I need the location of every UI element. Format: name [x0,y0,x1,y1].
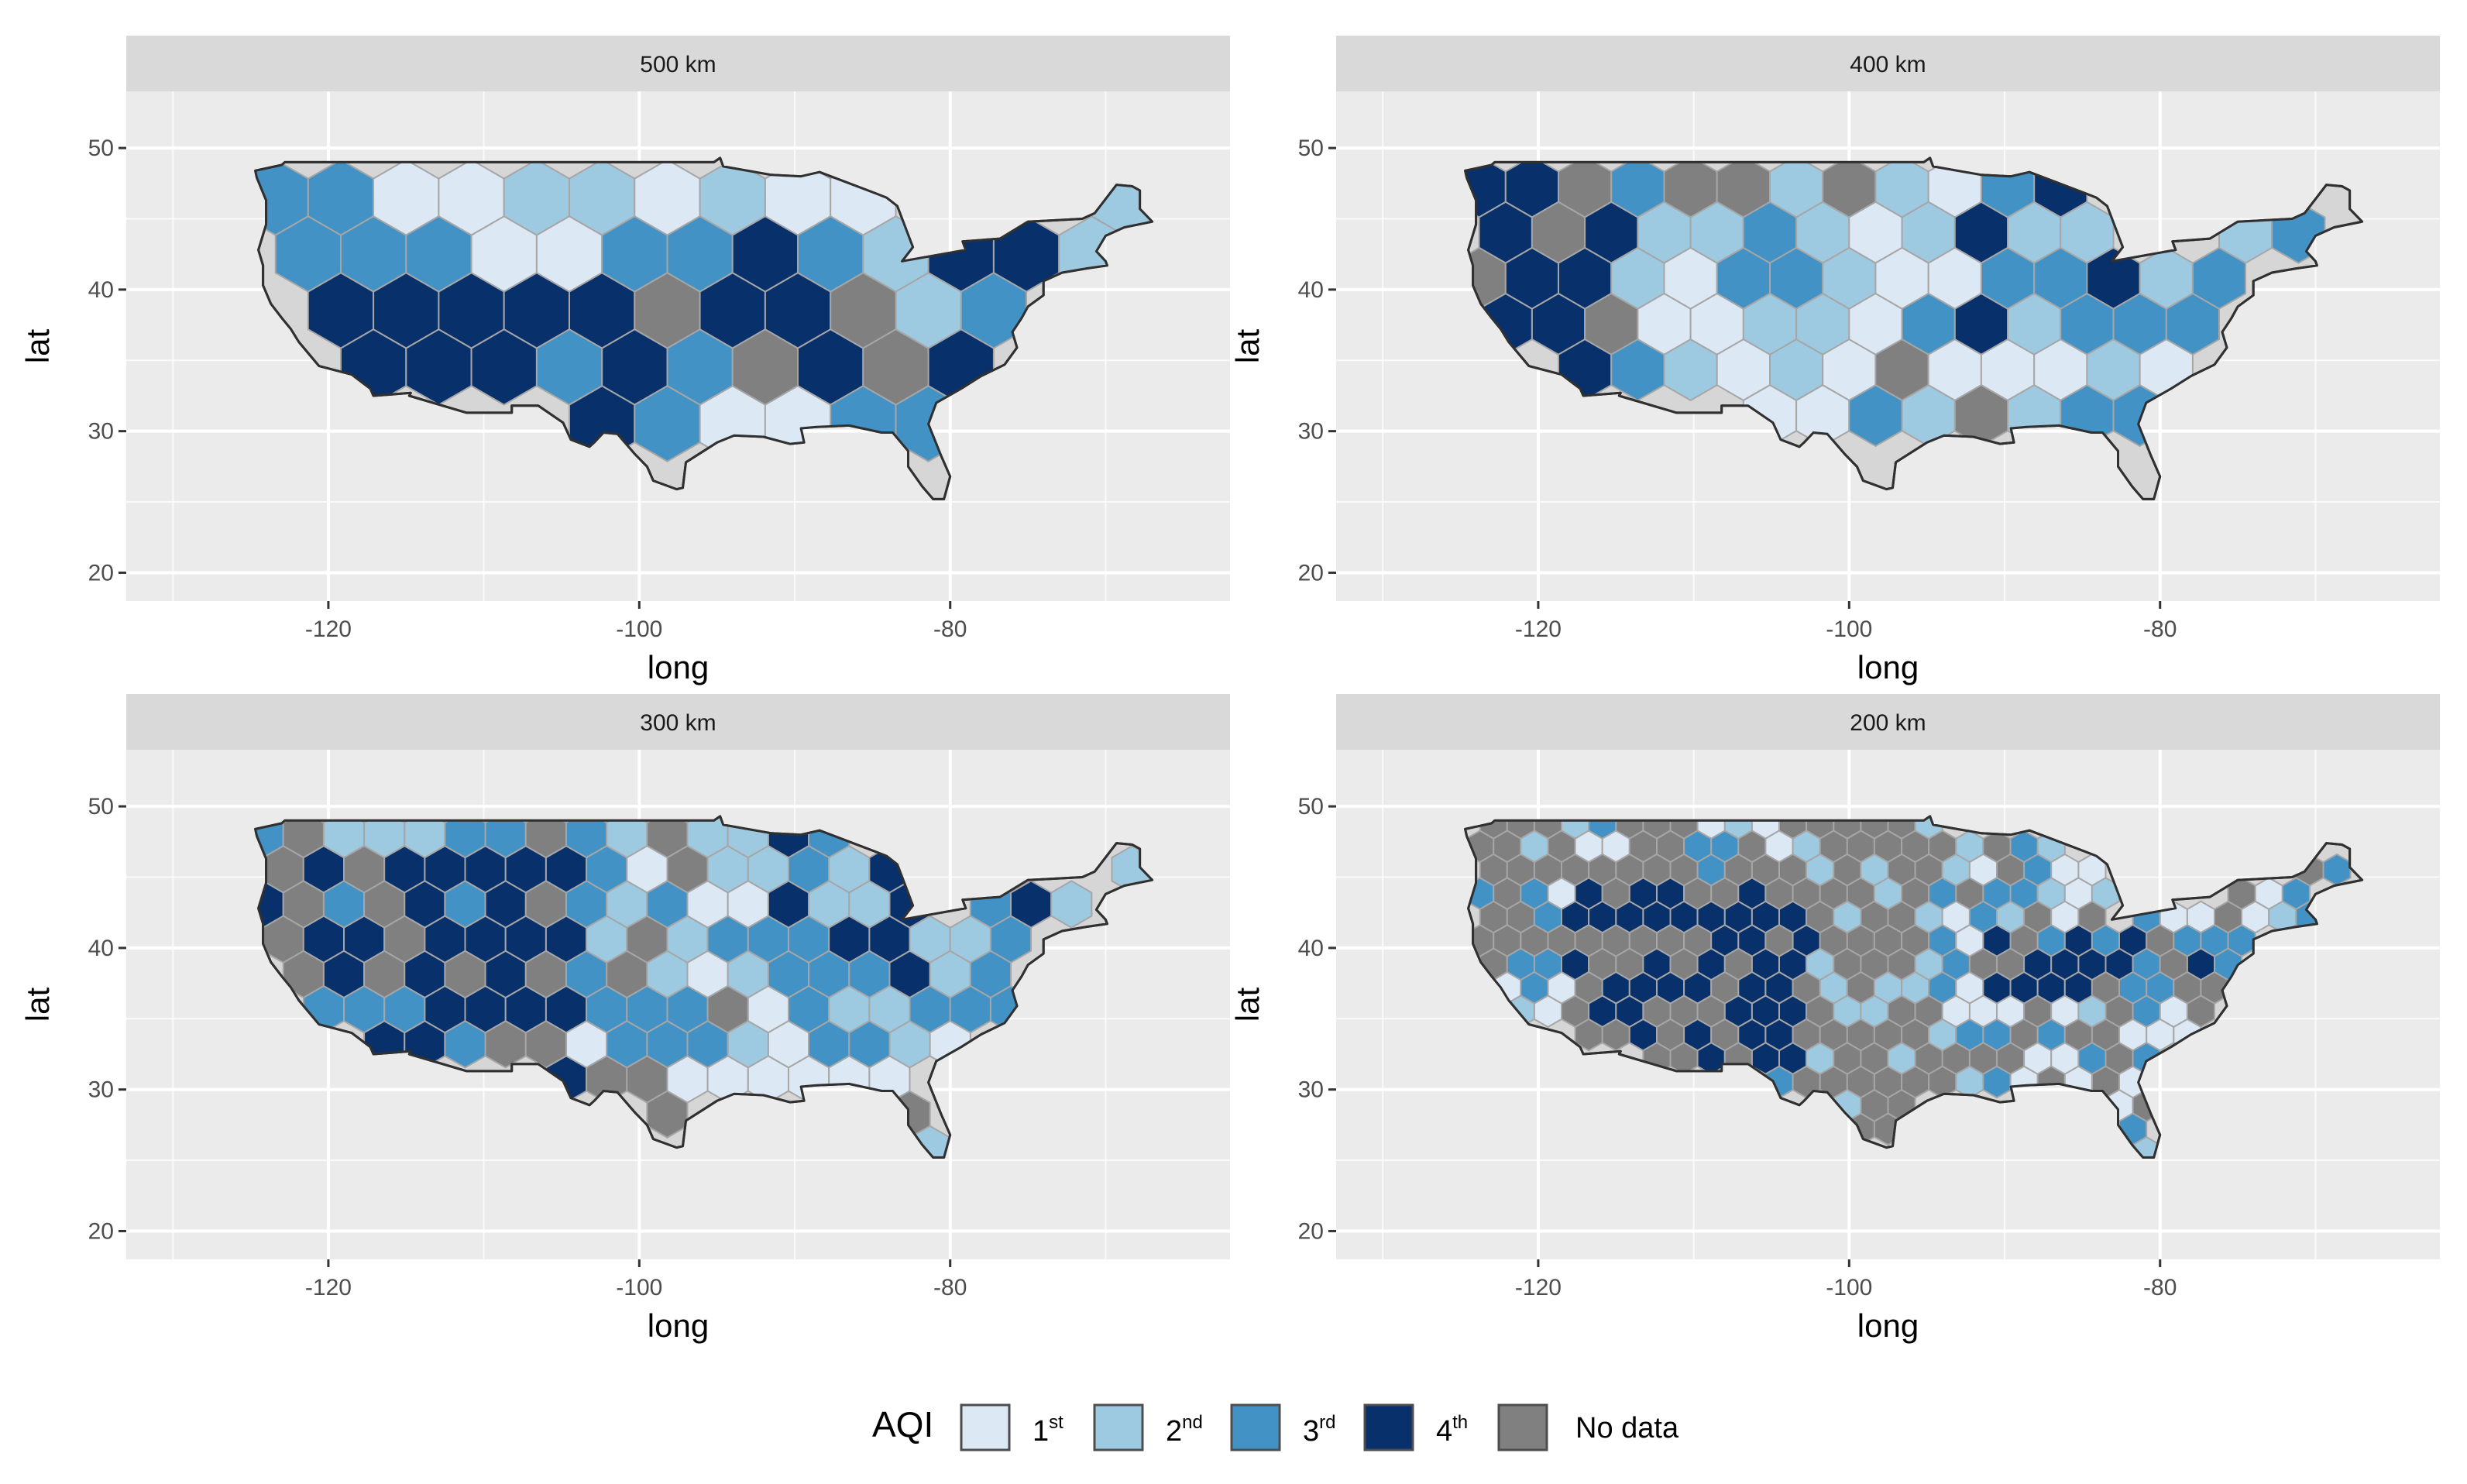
legend-label-no-data: No data [1575,1412,1679,1444]
y-tick-label: 20 [88,560,114,586]
x-tick-label: -100 [1826,617,1872,642]
x-tick-label: -120 [1515,617,1562,642]
x-tick-label: -80 [2143,1275,2177,1300]
axes: 20 30 40 50 -120 -100 -80 long lat [1229,794,2177,1344]
hex-cell [1955,1065,1984,1099]
panel-1: 500 km 20 30 40 50 -120 -100 -80 long lat [19,36,1230,685]
x-tick-label: -120 [1515,1275,1562,1300]
x-axis-title: long [1857,649,1919,685]
x-tick-label: -120 [305,1275,352,1300]
legend-item-4th: 4th [1363,1403,1468,1451]
y-tick-label: 40 [1298,936,1324,961]
x-axis-title: long [648,649,709,685]
hex-cell [2322,853,2352,887]
hex-cell [1050,880,1093,929]
legend-title: AQI [872,1404,933,1444]
panel-3: 300 km 20 30 40 50 -120 -100 -80 long lat [19,694,1230,1344]
x-axis-title: long [1857,1307,1919,1344]
legend-item-1st: 1st [960,1403,1063,1451]
us-border [1464,156,2364,500]
hex-cell [1982,1065,2012,1099]
x-tick-label: -80 [2143,617,2177,642]
y-axis-title: lat [1229,328,1266,363]
facet-strip [126,694,1230,750]
legend-key-4th [1363,1403,1414,1451]
hex-cell [1601,1018,1630,1052]
panel-4: 200 km 20 30 40 50 -120 -100 -80 long lat [1229,694,2440,1344]
y-tick-label: 20 [88,1218,114,1244]
y-tick-label: 50 [88,136,114,161]
y-tick-label: 20 [1298,1218,1324,1244]
facet-strip [126,36,1230,91]
y-tick-label: 40 [88,936,114,961]
y-tick-label: 30 [88,1077,114,1103]
legend-item-no-data: No data [1497,1403,1679,1451]
legend-key-no-data [1497,1403,1548,1451]
hex-cells [1465,816,2352,1158]
legend-label-3rd: 3rd [1303,1412,1335,1448]
axes: 20 30 40 50 -120 -100 -80 long lat [1229,136,2177,685]
x-tick-label: -100 [616,1275,662,1300]
facet-strip-title: 200 km [1850,710,1926,736]
legend-key-1st [960,1403,1011,1451]
hex-cell [1533,994,1562,1029]
y-tick-label: 30 [1298,1077,1324,1103]
legend-item-3rd: 3rd [1230,1403,1335,1451]
y-axis-title: lat [19,987,56,1022]
axes: 20 30 40 50 -120 -100 -80 long lat [19,136,967,685]
x-tick-label: -100 [616,617,662,642]
panel-2: 400 km 20 30 40 50 -120 -100 -80 long lat [1229,36,2440,685]
y-tick-label: 20 [1298,560,1324,586]
y-axis-title: lat [19,328,56,363]
hex-cells [255,816,1153,1158]
us-border [1464,815,2364,1159]
y-tick-label: 50 [1298,794,1324,819]
facet-strip [1336,694,2440,750]
y-axis-title: lat [1229,987,1266,1022]
y-tick-label: 30 [88,419,114,445]
legend-label-2nd: 2nd [1166,1412,1203,1448]
y-tick-label: 50 [1298,136,1324,161]
legend-label-4th: 4th [1436,1412,1468,1448]
y-tick-label: 50 [88,794,114,819]
legend-item-2nd: 2nd [1093,1403,1203,1451]
axes: 20 30 40 50 -120 -100 -80 long lat [19,794,967,1344]
x-tick-label: -100 [1826,1275,1872,1300]
us-border [254,156,1154,500]
y-tick-label: 40 [1298,277,1324,303]
x-tick-label: -80 [933,1275,967,1300]
legend-key-3rd [1230,1403,1281,1451]
facet-strip-title: 400 km [1850,52,1926,77]
hex-cell [646,1090,689,1139]
facet-strip-title: 300 km [640,710,716,736]
legend-label-1st: 1st [1032,1412,1063,1448]
y-tick-label: 40 [88,277,114,303]
x-axis-title: long [648,1307,709,1344]
x-tick-label: -120 [305,617,352,642]
facet-strip [1336,36,2440,91]
us-border [254,815,1154,1159]
y-tick-label: 30 [1298,419,1324,445]
legend-key-2nd [1093,1403,1144,1451]
legend: AQI 1st 2nd 3rd 4th No data [872,1403,1679,1451]
facet-panels: 500 km 20 30 40 50 -120 -100 -80 long lat 400 km 20… [19,36,2440,1344]
facet-strip-title: 500 km [640,52,716,77]
x-tick-label: -80 [933,617,967,642]
